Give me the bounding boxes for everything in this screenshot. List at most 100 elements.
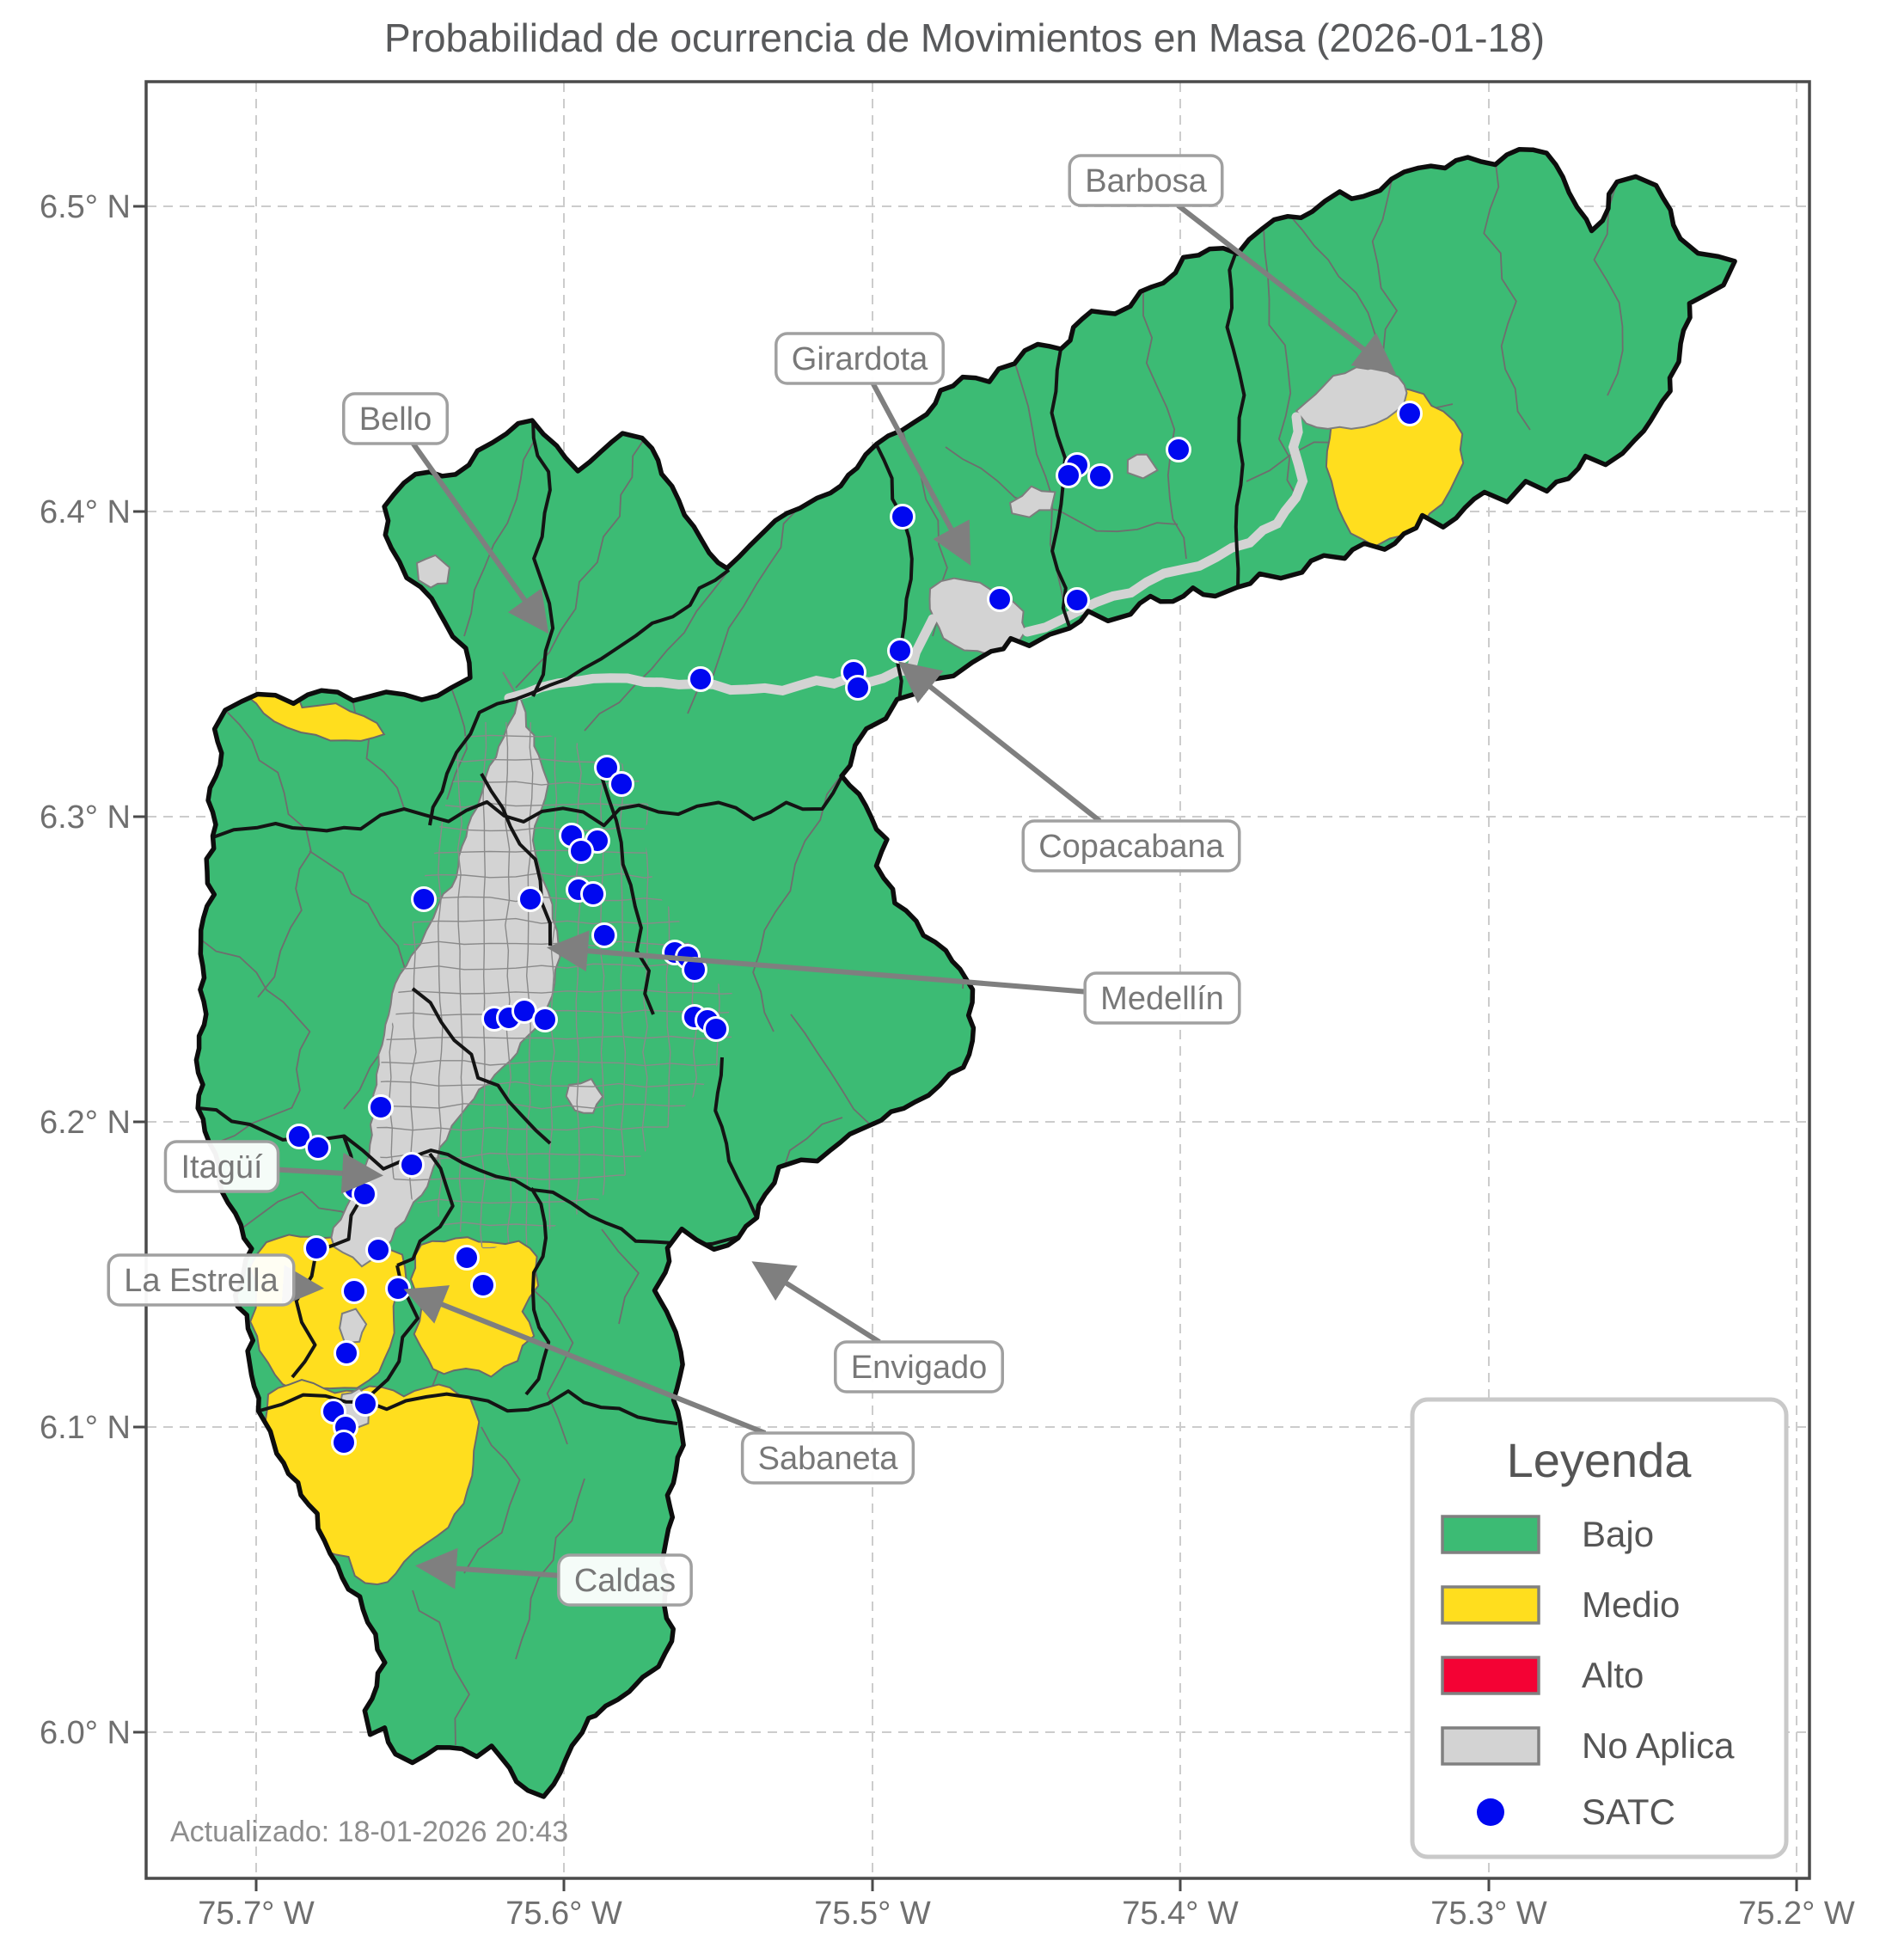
x-tick: 75.3° W — [1430, 1896, 1547, 1932]
map-label-girardota: Girardota — [775, 332, 971, 566]
legend-satc-dot-icon — [1477, 1798, 1504, 1826]
legend-label-alto: Alto — [1582, 1655, 1644, 1695]
satc-station-dot — [1056, 462, 1081, 488]
label-leader-arrow — [1176, 203, 1397, 375]
label-leader-arrow — [411, 442, 549, 634]
map-label-text: Bello — [359, 401, 432, 438]
satc-station-dot — [341, 1278, 367, 1304]
vereda-boundary-line — [515, 1478, 585, 1660]
satc-station-dot — [365, 1237, 391, 1263]
municipality-labels: Barbosa Girardota Bello Copacabana Medellín I… — [107, 154, 1397, 1607]
satc-station-dot — [305, 1135, 331, 1161]
map-label-text: Barbosa — [1085, 163, 1207, 199]
satc-station-dot — [890, 504, 915, 530]
axis-tick-marks — [133, 205, 1798, 1891]
y-tick: 6.2° N — [40, 1105, 131, 1141]
no-aplica-area — [1126, 453, 1159, 480]
satc-station-dot — [1064, 587, 1090, 613]
map-label-text: Girardota — [792, 341, 928, 377]
vereda-boundary-line — [224, 709, 312, 998]
satc-station-dot — [987, 586, 1013, 612]
satc-station-dot — [580, 881, 606, 907]
y-tick: 6.4° N — [40, 494, 131, 530]
municipality-boundary-line — [600, 756, 655, 1015]
map-label-caldas: Caldas — [415, 1547, 693, 1607]
no-aplica-area — [222, 594, 249, 630]
vereda-boundary-line — [601, 1228, 640, 1325]
satc-station-dot — [591, 922, 617, 948]
municipality-boundary-line — [1050, 348, 1071, 628]
satc-station-dot — [303, 1235, 329, 1261]
municipality-boundary-line — [524, 1186, 551, 1396]
satc-station-dot — [385, 1276, 411, 1302]
satc-station-dot — [887, 638, 913, 664]
satc-station-dot — [568, 838, 594, 864]
satc-station-dot — [411, 886, 437, 912]
map-label-box — [1083, 971, 1241, 1025]
vereda-boundary-line — [752, 773, 843, 1032]
updated-timestamp: Actualizado: 18-01-2026 20:43 — [170, 1816, 568, 1848]
map-label-text: La Estrella — [124, 1263, 279, 1299]
river-corridor — [1022, 412, 1308, 637]
legend-label-bajo: Bajo — [1582, 1514, 1654, 1554]
vereda-boundary-line — [1142, 292, 1187, 560]
satc-station-dot — [368, 1094, 394, 1120]
satc-station-dot — [532, 1007, 558, 1032]
map-label-text: Medellín — [1100, 981, 1224, 1017]
no-aplica-area — [782, 1178, 867, 1234]
vereda-boundary-line — [790, 1014, 871, 1125]
satc-station-dot — [454, 1245, 480, 1271]
x-tick: 75.2° W — [1738, 1896, 1855, 1932]
river-corridor — [504, 614, 938, 703]
map-label-itagui: Itagüí — [163, 1140, 383, 1194]
label-leader-arrow — [281, 1265, 324, 1307]
map-label-text: Sabaneta — [758, 1441, 899, 1477]
label-leader-arrow — [751, 1261, 881, 1344]
x-tick: 75.6° W — [505, 1896, 622, 1932]
low-risk-region — [196, 149, 1736, 1797]
satc-station-dot — [1087, 463, 1113, 489]
map-label-box — [1068, 154, 1224, 207]
satc-station-dot — [1397, 401, 1423, 426]
satc-station-dot — [286, 1124, 312, 1149]
no-aplica-area — [1008, 485, 1056, 518]
y-axis-tick-labels: 6.5° N 6.4° N 6.3° N 6.2° N 6.1° N 6.0° … — [40, 189, 131, 1751]
y-tick: 6.1° N — [40, 1410, 131, 1446]
legend-label-satc: SATC — [1582, 1792, 1675, 1832]
vereda-boundary-line — [197, 936, 311, 1144]
municipality-boundary-line — [210, 775, 844, 840]
x-tick: 75.5° W — [814, 1896, 931, 1932]
map-label-text: Itagüí — [181, 1149, 263, 1185]
vereda-boundary-line — [463, 420, 535, 637]
y-tick: 6.5° N — [40, 189, 131, 225]
vereda-boundary-line — [515, 438, 646, 689]
satc-station-dot — [609, 771, 634, 797]
municipality-boundary-line — [531, 419, 555, 697]
no-aplica-area — [805, 1232, 848, 1269]
municipality-boundary-line — [197, 1106, 738, 1248]
x-axis-tick-labels: 75.7° W 75.6° W 75.5° W 75.4° W 75.3° W … — [198, 1896, 1855, 1932]
map-label-sabaneta: Sabaneta — [403, 1285, 915, 1485]
legend-swatch-alto — [1441, 1656, 1540, 1695]
y-tick: 6.0° N — [40, 1715, 131, 1751]
municipality-boundary-line — [396, 1152, 455, 1267]
label-leader-arrow — [547, 930, 1086, 995]
legend-swatch-medio — [1441, 1585, 1540, 1625]
vereda-boundary-line — [244, 663, 379, 682]
vereda-boundary-line — [1289, 214, 1376, 336]
satc-station-dot — [517, 886, 543, 912]
map-label-copacabana: Copacabana — [897, 661, 1241, 873]
satc-station-dot — [470, 1272, 496, 1298]
satc-station-dot — [334, 1340, 359, 1366]
legend-label-medio: Medio — [1582, 1584, 1680, 1625]
satc-station-dot — [352, 1181, 377, 1207]
map-label-box — [775, 332, 945, 385]
x-tick: 75.7° W — [198, 1896, 315, 1932]
map-label-barbosa: Barbosa — [1068, 154, 1397, 375]
x-tick: 75.4° W — [1122, 1896, 1239, 1932]
legend-swatch-no-aplica — [1441, 1726, 1540, 1766]
vereda-boundary-line — [1483, 162, 1531, 431]
label-leader-arrow — [403, 1285, 767, 1436]
